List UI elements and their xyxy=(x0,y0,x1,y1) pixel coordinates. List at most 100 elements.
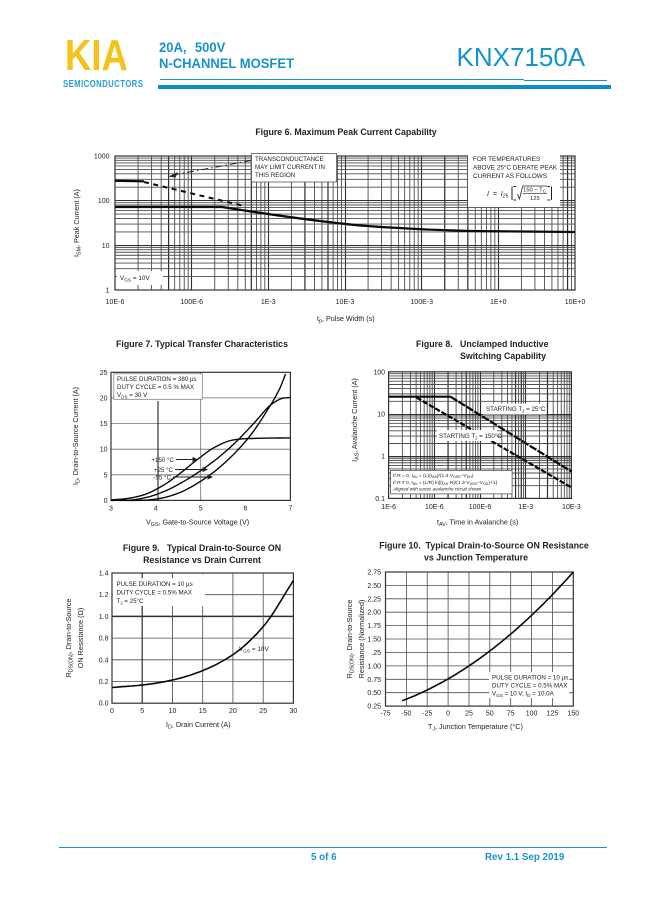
svg-text:tp, Pulse Width (s): tp, Pulse Width (s) xyxy=(317,314,375,325)
svg-text:10E+0: 10E+0 xyxy=(565,299,586,306)
svg-text:6: 6 xyxy=(244,506,248,513)
svg-text:5: 5 xyxy=(104,472,108,479)
svg-text:1E+0: 1E+0 xyxy=(490,299,507,306)
svg-text:vs Junction Temperature: vs Junction Temperature xyxy=(424,553,528,563)
svg-text:-25: -25 xyxy=(422,711,432,718)
svg-text:1E-6: 1E-6 xyxy=(381,504,396,511)
svg-text:STARTING TJ = 150°C: STARTING TJ = 150°C xyxy=(439,433,502,440)
svg-text:2.50: 2.50 xyxy=(367,583,381,590)
svg-text:0.50: 0.50 xyxy=(367,690,381,697)
svg-text:0.25: 0.25 xyxy=(367,704,381,711)
svg-text:Resistance vs Drain Current: Resistance vs Drain Current xyxy=(143,555,261,565)
svg-text:25: 25 xyxy=(259,708,267,715)
svg-text:100: 100 xyxy=(98,198,110,205)
svg-text:VGS = 10 V, ID = 10.0A: VGS = 10 V, ID = 10.0A xyxy=(492,691,555,698)
svg-text:125: 125 xyxy=(547,711,559,718)
svg-text:1.0: 1.0 xyxy=(99,614,109,621)
svg-text:DUTY CYCLE = 0.5% MAX: DUTY CYCLE = 0.5% MAX xyxy=(492,683,567,690)
svg-text:0: 0 xyxy=(446,711,450,718)
svg-text:15: 15 xyxy=(199,708,207,715)
svg-text:ABOVE 25°C DERATE PEAK: ABOVE 25°C DERATE PEAK xyxy=(473,164,558,172)
svg-text:Figure 7. Typical Transfer Cha: Figure 7. Typical Transfer Characteristi… xyxy=(116,339,288,349)
svg-text:1.00: 1.00 xyxy=(367,663,381,670)
svg-text:-50: -50 xyxy=(401,711,411,718)
svg-text:RDS(ON), Drain-to-Source: RDS(ON), Drain-to-Source xyxy=(345,600,356,679)
svg-text:-55 °C: -55 °C xyxy=(153,475,171,482)
svg-text:100: 100 xyxy=(373,369,385,376)
svg-text:150: 150 xyxy=(567,711,579,718)
svg-text:IAS, Avalanche Current (A): IAS, Avalanche Current (A) xyxy=(350,378,361,462)
svg-text:10: 10 xyxy=(100,447,108,454)
svg-text:100: 100 xyxy=(526,711,538,718)
svg-text:ISM, Peak Current (A): ISM, Peak Current (A) xyxy=(72,189,83,257)
svg-text:4: 4 xyxy=(154,506,158,513)
svg-text:10E-6: 10E-6 xyxy=(425,504,444,511)
svg-text:150 − TC: 150 − TC xyxy=(523,188,546,194)
svg-text:0.1: 0.1 xyxy=(375,496,385,503)
svg-text:15: 15 xyxy=(100,421,108,428)
svg-text:FOR TEMPERATURES: FOR TEMPERATURES xyxy=(473,156,540,163)
svg-text:3: 3 xyxy=(109,506,113,513)
svg-text:1000: 1000 xyxy=(94,154,110,161)
svg-text:0.8: 0.8 xyxy=(99,636,109,643)
svg-text:I = I25: I = I25 xyxy=(487,191,509,200)
svg-text:Figure 10. Typical Drain-to-S: Figure 10. Typical Drain-to-Source ON Re… xyxy=(379,541,589,551)
svg-text:DUTY CYCLE = 0.5% MAX: DUTY CYCLE = 0.5% MAX xyxy=(117,590,192,597)
svg-text:PULSE DURATION = 10 µs: PULSE DURATION = 10 µs xyxy=(117,581,193,588)
svg-text:TRANSCONDUCTANCE: TRANSCONDUCTANCE xyxy=(255,156,324,163)
svg-text:5: 5 xyxy=(140,708,144,715)
svg-text:2.75: 2.75 xyxy=(367,570,381,577)
svg-text:50: 50 xyxy=(486,711,494,718)
svg-text:Aligned with series avalanche: Aligned with series avalanche circuit sh… xyxy=(392,487,482,492)
svg-text:+25 °C: +25 °C xyxy=(154,467,174,474)
svg-text:If R ≠ 0, tAV = (L/R) ln[(IAS·: If R ≠ 0, tAV = (L/R) ln[(IAS·R)/(1.3·VD… xyxy=(393,480,497,486)
svg-text:ID, Drain Current (A): ID, Drain Current (A) xyxy=(166,720,231,731)
svg-text:MAY LIMIT CURRENT IN: MAY LIMIT CURRENT IN xyxy=(255,164,325,171)
svg-text:10: 10 xyxy=(169,708,177,715)
svg-text:VDS = 30 V: VDS = 30 V xyxy=(117,392,148,399)
svg-text:CURRENT AS FOLLOWS: CURRENT AS FOLLOWS xyxy=(473,173,547,180)
svg-text:10: 10 xyxy=(102,243,110,250)
svg-text:1.4: 1.4 xyxy=(99,571,109,578)
svg-text:THIS REGION: THIS REGION xyxy=(255,172,295,179)
svg-text:7: 7 xyxy=(288,506,292,513)
svg-text:20: 20 xyxy=(229,708,237,715)
svg-text:5: 5 xyxy=(199,506,203,513)
svg-text:RDS(ON), Drain-to-Source: RDS(ON), Drain-to-Source xyxy=(64,599,75,678)
svg-text:1: 1 xyxy=(106,288,110,295)
svg-text:100E-6: 100E-6 xyxy=(180,299,203,306)
svg-text:0.2: 0.2 xyxy=(99,679,109,686)
svg-text:If R = 0, tAV = (L)(IAS)/(1.3·: If R = 0, tAV = (L)(IAS)/(1.3·VDSS−VDD) xyxy=(393,473,474,479)
svg-text:STARTING TJ = 25°C: STARTING TJ = 25°C xyxy=(486,406,546,413)
svg-text:1E-3: 1E-3 xyxy=(261,299,276,306)
svg-text:10: 10 xyxy=(377,412,385,419)
svg-text:0: 0 xyxy=(110,708,114,715)
svg-text:100E-6: 100E-6 xyxy=(469,504,492,511)
svg-text:2.00: 2.00 xyxy=(367,610,381,617)
svg-text:TJ, Junction Temperature (°C): TJ, Junction Temperature (°C) xyxy=(428,722,523,733)
svg-text:ON Resistance (Ω): ON Resistance (Ω) xyxy=(76,608,85,669)
svg-text:25: 25 xyxy=(100,370,108,377)
svg-text:75: 75 xyxy=(507,711,515,718)
svg-text:1: 1 xyxy=(381,454,385,461)
svg-text:1.50: 1.50 xyxy=(367,637,381,644)
svg-text:PULSE DURATION = 380 µs: PULSE DURATION = 380 µs xyxy=(117,376,197,383)
svg-text:Figure 8. Unclamped Inductiv: Figure 8. Unclamped Inductive xyxy=(416,339,549,349)
svg-text:125: 125 xyxy=(530,196,540,202)
svg-text:25: 25 xyxy=(465,711,473,718)
svg-text:0.4: 0.4 xyxy=(99,657,109,664)
svg-text:Figure 9. Typical Drain-to-S: Figure 9. Typical Drain-to-Source ON xyxy=(123,543,281,553)
svg-text:DUTY CYCLE = 0.5 % MAX: DUTY CYCLE = 0.5 % MAX xyxy=(117,384,194,391)
svg-text:10E-6: 10E-6 xyxy=(106,299,125,306)
svg-text:Figure 6. Maximum Peak Current: Figure 6. Maximum Peak Current Capabilit… xyxy=(255,127,436,137)
svg-text:20: 20 xyxy=(100,395,108,402)
svg-text:10E-3: 10E-3 xyxy=(562,504,581,511)
svg-text:Resistance (Normalized): Resistance (Normalized) xyxy=(357,600,366,679)
svg-text:30: 30 xyxy=(290,708,298,715)
svg-text:Switching Capability: Switching Capability xyxy=(460,351,546,361)
svg-text:-75: -75 xyxy=(380,711,390,718)
svg-text:.25: .25 xyxy=(371,650,381,657)
svg-text:100E-3: 100E-3 xyxy=(410,299,433,306)
svg-text:0.75: 0.75 xyxy=(367,677,381,684)
svg-text:ID, Drain-to-Source Current (A: ID, Drain-to-Source Current (A) xyxy=(71,387,82,485)
